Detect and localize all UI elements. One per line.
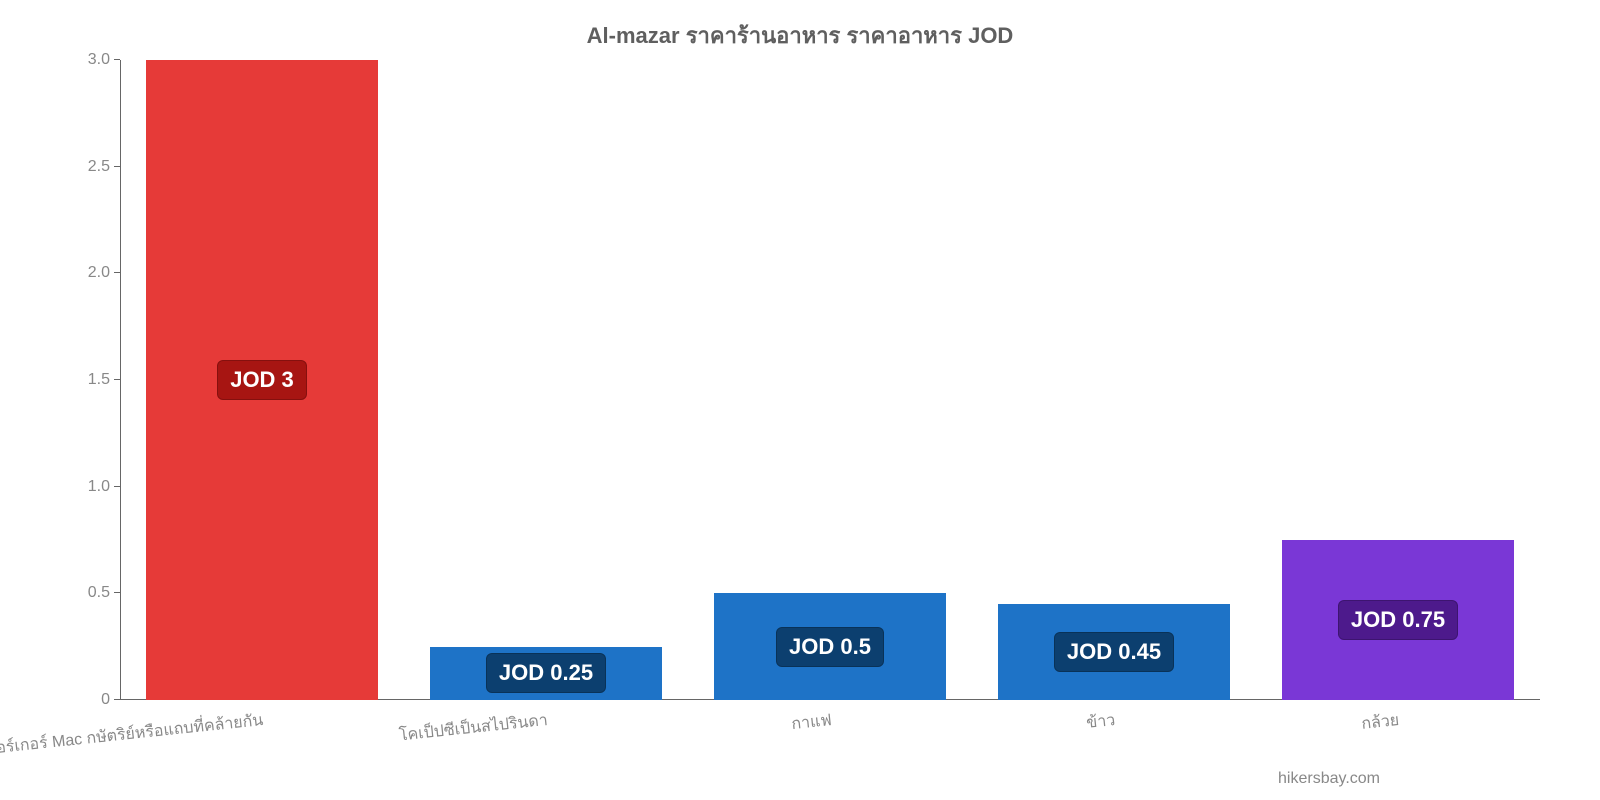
- y-tick-label: 2.0: [88, 264, 120, 282]
- y-tick-label: 2.5: [88, 158, 120, 176]
- x-label-slot: ข้าว: [972, 700, 1256, 760]
- x-axis-labels: เบอร์เกอร์ Mac กษัตริย์หรือแถบที่คล้ายกั…: [120, 700, 1540, 760]
- bar-value-badge: JOD 0.75: [1338, 600, 1458, 640]
- bar: JOD 0.25: [430, 647, 663, 700]
- y-tick-label: 1.0: [88, 478, 120, 496]
- y-tick-label: 0.5: [88, 584, 120, 602]
- chart-container: Al-mazar ราคาร้านอาหาร ราคาอาหาร JOD 0 0.…: [0, 0, 1600, 800]
- bar-value-badge: JOD 3: [217, 360, 307, 400]
- bar-slot: JOD 0.5: [688, 60, 972, 700]
- bar: JOD 0.75: [1282, 540, 1515, 700]
- bar-slot: JOD 0.75: [1256, 60, 1540, 700]
- bar-value-badge: JOD 0.5: [776, 627, 884, 667]
- y-tick-label: 3.0: [88, 51, 120, 69]
- x-axis-label: กล้วย: [1360, 708, 1400, 737]
- bar-value-badge: JOD 0.45: [1054, 632, 1174, 672]
- x-axis-label: เบอร์เกอร์ Mac กษัตริย์หรือแถบที่คล้ายกั…: [0, 708, 265, 763]
- y-tick-label: 1.5: [88, 371, 120, 389]
- bar-slot: JOD 3: [120, 60, 404, 700]
- bar-slot: JOD 0.45: [972, 60, 1256, 700]
- bars-row: JOD 3 JOD 0.25 JOD 0.5 JOD 0.45 JOD 0.75: [120, 60, 1540, 700]
- plot-area: 00.51.01.52.02.53.0 JOD 3JOD 0.25JOD 0.5…: [120, 60, 1540, 700]
- x-axis-label: ข้าว: [1085, 708, 1116, 736]
- x-label-slot: กล้วย: [1256, 700, 1540, 760]
- bar-slot: JOD 0.25: [404, 60, 688, 700]
- x-label-slot: โคเป็ปซีเป็นสไปรินดา: [404, 700, 688, 760]
- x-axis-label: โคเป็ปซีเป็นสไปรินดา: [397, 708, 548, 748]
- bar: JOD 0.5: [714, 593, 947, 700]
- attribution-text: hikersbay.com: [1278, 770, 1380, 788]
- bar: JOD 3: [146, 60, 379, 700]
- x-label-slot: เบอร์เกอร์ Mac กษัตริย์หรือแถบที่คล้ายกั…: [120, 700, 404, 760]
- bar-value-badge: JOD 0.25: [486, 653, 606, 693]
- bar: JOD 0.45: [998, 604, 1231, 700]
- x-label-slot: กาแฟ: [688, 700, 972, 760]
- y-tick-label: 0: [101, 691, 120, 709]
- chart-title: Al-mazar ราคาร้านอาหาร ราคาอาหาร JOD: [0, 18, 1600, 53]
- x-axis-label: กาแฟ: [790, 708, 833, 737]
